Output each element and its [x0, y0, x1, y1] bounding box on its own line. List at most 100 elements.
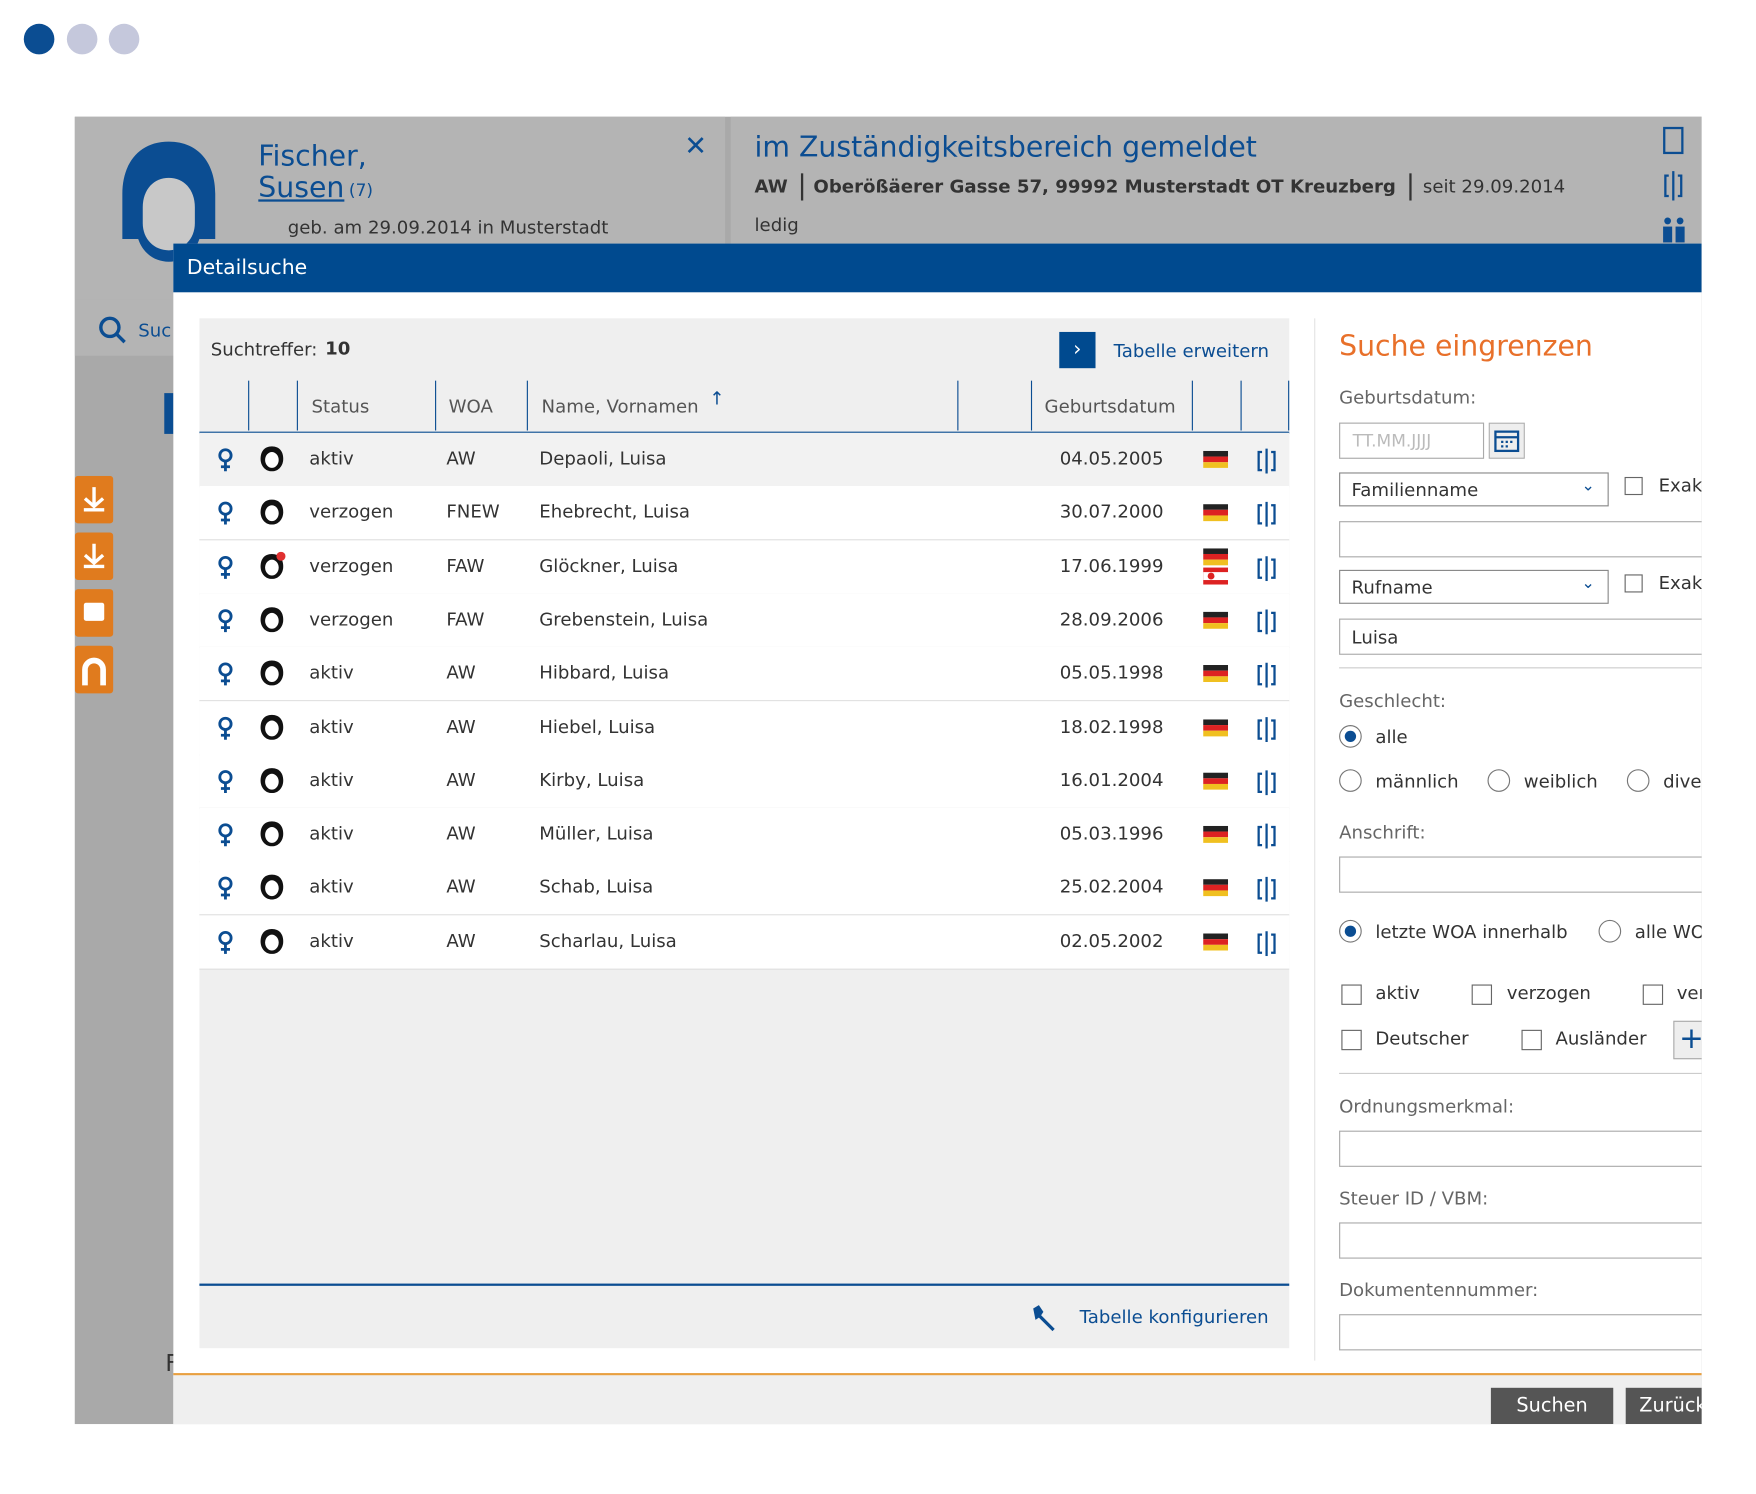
checkbox[interactable] — [1341, 984, 1362, 1005]
column-header[interactable]: Status — [311, 395, 370, 417]
birthdate: 16.01.2004 — [1059, 769, 1164, 791]
given-input[interactable] — [1339, 618, 1702, 655]
sync-icon — [1255, 929, 1278, 961]
result-row[interactable]: aktiv AW Hiebel, Luisa 18.02.1998 — [199, 700, 1290, 756]
avatar-icon — [258, 551, 286, 585]
result-row[interactable]: aktiv AW Depaoli, Luisa 04.05.2005 — [199, 432, 1290, 488]
checkbox-label: verzogen — [1506, 982, 1591, 1004]
divider — [1314, 318, 1316, 1361]
result-row[interactable]: aktiv AW Müller, Luisa 05.03.1996 — [199, 807, 1290, 863]
checkbox-label: Ausländer — [1555, 1027, 1647, 1050]
checkbox[interactable] — [1521, 1029, 1542, 1051]
sync-icon — [1255, 821, 1278, 853]
exact-checkbox[interactable] — [1624, 574, 1643, 593]
column-separator — [1288, 380, 1290, 431]
status: aktiv — [309, 929, 354, 952]
name: Grebenstein, Luisa — [539, 608, 709, 630]
result-row[interactable]: aktiv AW Schab, Luisa 25.02.2004 — [199, 861, 1290, 916]
gender-icon — [216, 715, 234, 744]
step-dot — [108, 23, 140, 55]
column-header[interactable]: WOA — [448, 395, 493, 417]
woa: AW — [446, 715, 476, 737]
add-button[interactable]: + — [1673, 1020, 1702, 1060]
expand-button[interactable]: › — [1059, 331, 1096, 369]
name: Kirby, Luisa — [539, 769, 645, 791]
radio[interactable] — [1598, 919, 1622, 943]
gender-icon — [216, 876, 234, 905]
flag-icon — [1203, 772, 1229, 813]
exact-checkbox[interactable] — [1624, 476, 1643, 496]
date-placeholder: TT.MM.JJJJ — [1352, 430, 1432, 451]
rule — [1339, 667, 1702, 669]
woa: FNEW — [446, 501, 500, 523]
address-input[interactable] — [1339, 856, 1702, 893]
gender-icon — [216, 608, 234, 637]
date-input[interactable] — [1339, 422, 1485, 459]
calendar-button[interactable] — [1488, 422, 1525, 459]
avatar-icon — [258, 605, 285, 639]
result-row[interactable]: aktiv AW Hibbard, Luisa 05.05.1998 — [199, 647, 1290, 702]
given-value: Luisa — [1351, 626, 1399, 649]
configure-link[interactable]: Tabelle konfigurieren — [1079, 1306, 1269, 1328]
flag-icon — [1203, 504, 1229, 545]
exact-label: Exakt — [1658, 474, 1702, 497]
expand-link[interactable]: Tabelle erweitern — [1113, 339, 1269, 362]
result-row[interactable]: verzogen FNEW Ehebrecht, Luisa 30.07.2000 — [199, 486, 1290, 541]
name: Scharlau, Luisa — [539, 929, 677, 952]
name: Hiebel, Luisa — [539, 715, 656, 737]
sync-icon — [1255, 554, 1278, 586]
sync-icon — [1255, 446, 1278, 478]
checkbox-label: aktiv — [1375, 982, 1420, 1004]
checkbox[interactable] — [1341, 1029, 1362, 1051]
close-icon[interactable]: ✕ — [684, 130, 708, 163]
family-name: Fischer, — [258, 139, 367, 173]
column-header[interactable]: Geburtsdatum — [1044, 395, 1176, 417]
given-select[interactable] — [1339, 569, 1609, 604]
gender-icon — [216, 501, 234, 530]
status: aktiv — [309, 769, 354, 791]
result-row[interactable]: verzogen FAW Glöckner, Luisa 17.06.1999 — [199, 539, 1290, 595]
radio[interactable] — [1339, 769, 1362, 792]
radio[interactable] — [1339, 725, 1362, 748]
given-name[interactable]: Susen — [258, 171, 345, 204]
status: verzogen — [309, 608, 394, 630]
back-button[interactable]: Zurück — [1625, 1387, 1702, 1425]
result-row[interactable]: verzogen FAW Grebenstein, Luisa 28.09.2006 — [199, 593, 1290, 648]
column-header[interactable]: Name, Vornamen — [541, 395, 699, 417]
order-input[interactable] — [1339, 1130, 1702, 1167]
name-input[interactable] — [1339, 521, 1702, 558]
name: Depaoli, Luisa — [539, 447, 667, 470]
gender-icon — [216, 662, 234, 691]
birthdate: 30.07.2000 — [1059, 501, 1164, 523]
name-select[interactable] — [1339, 472, 1609, 507]
column-separator — [435, 380, 437, 431]
document-input[interactable] — [1339, 1314, 1702, 1351]
checkbox-label: Deutscher — [1375, 1027, 1469, 1050]
label: Geburtsdatum: — [1339, 386, 1477, 408]
search-label: Suc — [138, 319, 172, 342]
dialog-header — [173, 243, 1702, 293]
avatar-icon — [258, 873, 285, 907]
radio[interactable] — [1487, 769, 1511, 792]
avatar — [122, 141, 216, 262]
status: aktiv — [309, 876, 354, 898]
tax-input[interactable] — [1339, 1222, 1702, 1259]
label: Ordnungsmerkmal: — [1339, 1095, 1515, 1118]
result-row[interactable]: aktiv AW Kirby, Luisa 16.01.2004 — [199, 754, 1290, 809]
step-dot — [66, 23, 98, 55]
radio[interactable] — [1626, 769, 1650, 792]
sync-icon — [1255, 661, 1278, 693]
search-button[interactable]: Suchen — [1490, 1387, 1614, 1425]
birthdate: 17.06.1999 — [1059, 554, 1164, 577]
radio-label: alle WOA — [1634, 921, 1702, 943]
column-separator — [1030, 380, 1033, 431]
radio[interactable] — [1339, 919, 1362, 943]
checkbox[interactable] — [1642, 984, 1664, 1005]
checkbox[interactable] — [1471, 984, 1493, 1005]
table-header: Status WOA Name, Vornamen Geburtsdatum ↑ — [199, 380, 1290, 434]
marital-status: ledig — [754, 214, 799, 236]
name: Schab, Luisa — [539, 876, 654, 898]
result-row[interactable]: aktiv AW Scharlau, Luisa 02.05.2002 — [199, 915, 1290, 970]
header-icons — [1663, 126, 1685, 243]
flag-icon — [1203, 611, 1229, 653]
